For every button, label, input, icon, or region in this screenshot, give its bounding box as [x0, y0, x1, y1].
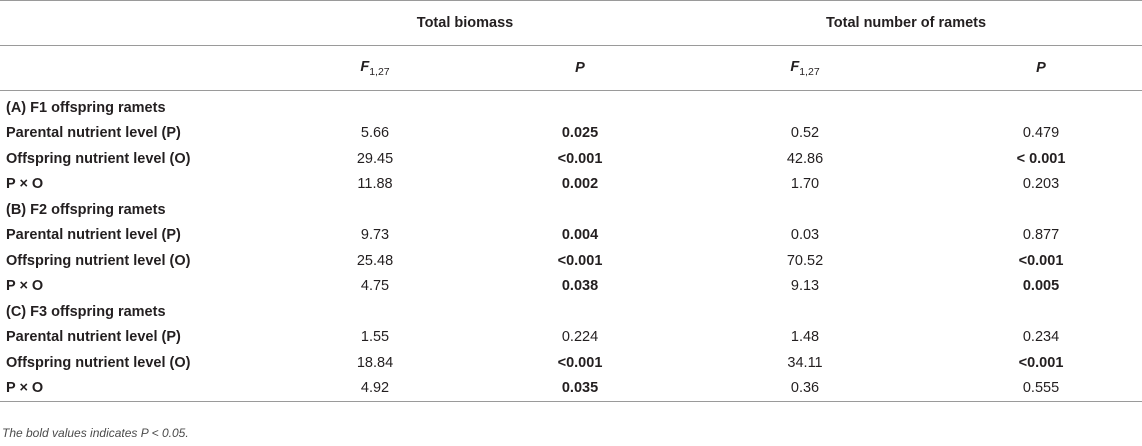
header-biomass-f: F1,27: [260, 45, 490, 91]
empty-cell: [490, 197, 670, 223]
header-row-groups: Total biomass Total number of ramets: [0, 0, 1142, 46]
anova-table: Total biomass Total number of ramets F1,…: [0, 0, 1142, 402]
biomass-p-value: 0.035: [490, 375, 671, 402]
biomass-p-value: 0.038: [561, 278, 599, 295]
biomass-f-value: 18.84: [356, 354, 394, 371]
empty-cell: [940, 299, 1142, 325]
table-row: Offspring nutrient level (O) 18.84 <0.001 3…: [0, 350, 1142, 376]
section-title: (C) F3 offspring ramets: [6, 303, 166, 320]
row-label: P × O: [0, 375, 260, 402]
ramets-p-value: 0.479: [1022, 125, 1060, 142]
ramets-p-value: 0.005: [1022, 278, 1060, 295]
ramets-f-value: 0.03: [790, 227, 820, 244]
row-label: Parental nutrient level (P): [6, 227, 181, 244]
stat-p-letter: P: [1036, 60, 1046, 76]
header-total-biomass: Total biomass: [260, 0, 671, 46]
ramets-p-value: 0.555: [940, 375, 1142, 402]
ramets-f-value: 9.13: [790, 278, 820, 295]
table-row: Parental nutrient level (P) 9.73 0.004 0.03…: [0, 223, 1142, 249]
header-row-stats: F1,27 P F1,27 P: [0, 45, 1142, 91]
biomass-p-value: 0.224: [561, 329, 599, 346]
ramets-p-value: 0.203: [1022, 176, 1060, 193]
biomass-p-value: 0.002: [561, 176, 599, 193]
ramets-p-value: 0.877: [1022, 227, 1060, 244]
stat-f-subscript: 1,27: [369, 65, 390, 78]
section-row: (C) F3 offspring ramets: [0, 299, 1142, 325]
empty-cell: [260, 91, 490, 121]
biomass-p-value: <0.001: [557, 252, 603, 269]
ramets-f-value: 0.52: [790, 125, 820, 142]
ramets-p-value: 0.234: [1022, 329, 1060, 346]
table-body: (A) F1 offspring ramets Parental nutrient…: [0, 91, 1142, 402]
row-label: P × O: [6, 278, 44, 295]
biomass-f-value: 4.92: [260, 375, 490, 402]
biomass-f-value: 25.48: [356, 252, 394, 269]
header-biomass-p: P: [490, 45, 671, 91]
ramets-f-value: 1.70: [790, 176, 820, 193]
row-label: P × O: [6, 176, 44, 193]
table-row: P × O 4.92 0.035 0.36 0.555: [0, 375, 1142, 402]
ramets-p-value: < 0.001: [1016, 150, 1066, 167]
empty-cell: [940, 197, 1142, 223]
stat-f-subscript: 1,27: [799, 65, 820, 78]
header-empty-cell: [0, 0, 260, 46]
empty-cell: [940, 91, 1142, 121]
header-empty-cell: [0, 45, 260, 91]
empty-cell: [670, 91, 940, 121]
biomass-p-value: <0.001: [557, 354, 603, 371]
ramets-f-value: 70.52: [786, 252, 824, 269]
section-title: (A) F1 offspring ramets: [6, 99, 166, 116]
row-label: Offspring nutrient level (O): [6, 354, 191, 371]
biomass-p-value: 0.025: [561, 125, 599, 142]
header-total-ramets: Total number of ramets: [670, 0, 1142, 46]
ramets-f-value: 42.86: [786, 150, 824, 167]
biomass-f-value: 9.73: [360, 227, 390, 244]
stat-p-letter: P: [575, 60, 585, 76]
stat-f-letter: F: [360, 58, 370, 75]
biomass-p-value: 0.004: [561, 227, 599, 244]
empty-cell: [260, 299, 490, 325]
ramets-p-value: <0.001: [1018, 354, 1064, 371]
row-label: Parental nutrient level (P): [6, 125, 181, 142]
section-row: (B) F2 offspring ramets: [0, 197, 1142, 223]
header-ramets-f: F1,27: [670, 45, 941, 91]
header-ramets-p: P: [940, 45, 1142, 91]
biomass-f-value: 29.45: [356, 150, 394, 167]
table-row: Offspring nutrient level (O) 25.48 <0.001 7…: [0, 248, 1142, 274]
table-row: P × O 4.75 0.038 9.13 0.005: [0, 274, 1142, 300]
ramets-p-value: <0.001: [1018, 252, 1064, 269]
ramets-f-value: 0.36: [670, 375, 941, 402]
empty-cell: [490, 91, 670, 121]
ramets-f-value: 34.11: [787, 354, 823, 371]
ramets-f-value: 1.48: [790, 329, 820, 346]
empty-cell: [260, 197, 490, 223]
table-row: Parental nutrient level (P) 5.66 0.025 0.52…: [0, 121, 1142, 147]
section-row: (A) F1 offspring ramets: [0, 91, 1142, 121]
biomass-f-value: 4.75: [360, 278, 390, 295]
biomass-p-value: <0.001: [557, 150, 603, 167]
stat-f-letter: F: [790, 58, 800, 75]
empty-cell: [670, 197, 940, 223]
table-row: Offspring nutrient level (O) 29.45 <0.001 4…: [0, 146, 1142, 172]
table-footnote: The bold values indicates P < 0.05.: [2, 426, 189, 440]
biomass-f-value: 1.55: [360, 329, 390, 346]
table-row: Parental nutrient level (P) 1.55 0.224 1.48…: [0, 325, 1142, 351]
biomass-f-value: 5.66: [360, 125, 390, 142]
empty-cell: [490, 299, 670, 325]
row-label: Offspring nutrient level (O): [6, 252, 191, 269]
section-title: (B) F2 offspring ramets: [6, 201, 166, 218]
row-label: Parental nutrient level (P): [6, 329, 181, 346]
biomass-f-value: 11.88: [357, 176, 393, 193]
row-label: Offspring nutrient level (O): [6, 150, 191, 167]
table-row: P × O 11.88 0.002 1.70 0.203: [0, 172, 1142, 198]
empty-cell: [670, 299, 940, 325]
